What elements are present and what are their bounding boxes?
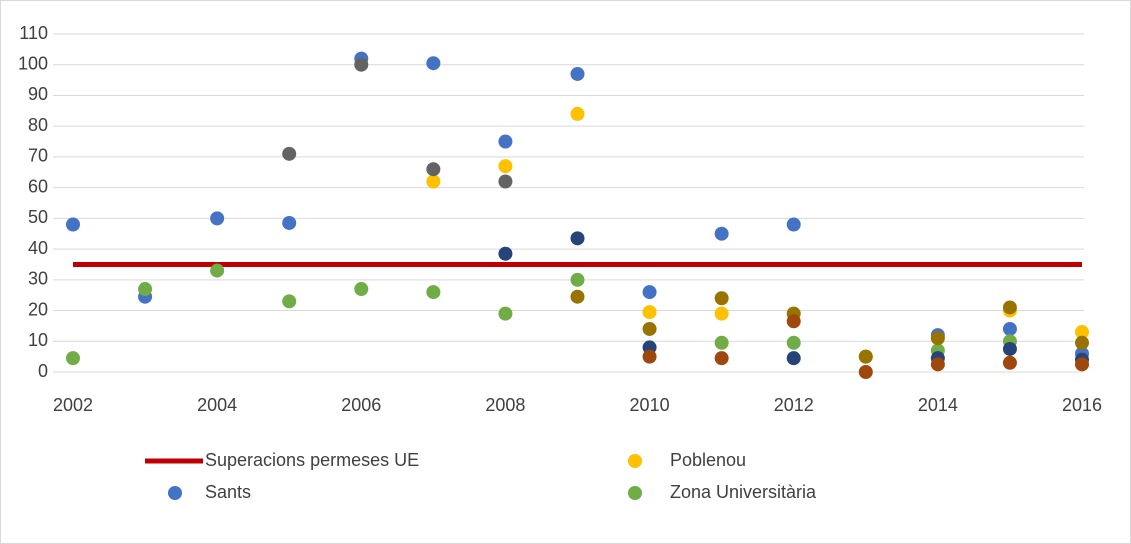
data-point xyxy=(786,217,801,232)
data-point xyxy=(570,289,585,304)
y-tick-label: 110 xyxy=(19,23,48,43)
data-point xyxy=(282,215,297,230)
y-tick-label: 70 xyxy=(28,146,48,166)
data-point xyxy=(714,335,729,350)
data-point xyxy=(570,106,585,121)
legend-swatch xyxy=(628,486,642,500)
data-point xyxy=(786,351,801,366)
data-point xyxy=(858,365,873,379)
y-tick-label: 20 xyxy=(28,299,48,319)
data-point xyxy=(858,349,873,364)
data-point xyxy=(714,291,729,306)
data-point xyxy=(426,285,441,300)
data-point xyxy=(210,263,225,278)
x-tick-label: 2002 xyxy=(53,395,93,415)
x-tick-label: 2008 xyxy=(485,395,525,415)
y-tick-label: 10 xyxy=(28,330,48,350)
y-tick-label: 30 xyxy=(28,269,48,289)
y-tick-label: 0 xyxy=(38,361,48,381)
legend-label: Superacions permeses UE xyxy=(205,450,419,470)
data-point xyxy=(498,306,513,321)
y-tick-label: 80 xyxy=(28,115,48,135)
data-point xyxy=(786,335,801,350)
data-point xyxy=(426,162,441,177)
x-tick-label: 2016 xyxy=(1062,395,1102,415)
data-point xyxy=(66,217,80,232)
data-point xyxy=(1075,335,1089,350)
y-tick-label: 40 xyxy=(28,238,48,258)
legend-swatch xyxy=(168,486,182,500)
data-point xyxy=(714,351,729,366)
legend-label: Poblenou xyxy=(670,450,746,470)
y-tick-label: 90 xyxy=(28,84,48,104)
legend-label: Sants xyxy=(205,482,251,502)
data-point xyxy=(714,226,729,241)
data-point xyxy=(354,57,369,72)
x-tick-label: 2012 xyxy=(774,395,814,415)
data-point xyxy=(642,305,657,320)
data-point xyxy=(282,146,297,161)
data-point xyxy=(570,66,585,81)
x-tick-label: 2006 xyxy=(341,395,381,415)
x-tick-label: 2010 xyxy=(630,395,670,415)
data-point xyxy=(1002,321,1017,336)
legend-swatch xyxy=(628,454,642,468)
data-point xyxy=(354,282,369,297)
data-point xyxy=(498,134,513,149)
data-point xyxy=(1002,341,1017,356)
data-point xyxy=(570,272,585,287)
data-point xyxy=(210,211,225,226)
data-point xyxy=(642,349,657,364)
data-point xyxy=(1002,355,1017,370)
data-point xyxy=(1002,300,1017,315)
data-point xyxy=(714,306,729,321)
y-tick-label: 50 xyxy=(28,207,48,227)
data-point xyxy=(570,231,585,246)
data-point xyxy=(498,174,513,189)
y-tick-label: 100 xyxy=(18,53,48,73)
data-point xyxy=(1075,325,1089,340)
data-point xyxy=(498,159,513,174)
data-point xyxy=(498,246,513,261)
data-point xyxy=(282,294,297,309)
data-point xyxy=(930,331,945,346)
data-point xyxy=(642,321,657,336)
legend-label: Zona Universitària xyxy=(670,482,817,502)
data-point xyxy=(426,174,441,189)
data-point xyxy=(786,314,801,329)
x-tick-label: 2004 xyxy=(197,395,237,415)
data-point xyxy=(426,56,441,71)
data-point xyxy=(1075,357,1089,372)
data-point xyxy=(66,351,80,366)
y-tick-label: 60 xyxy=(28,176,48,196)
x-tick-label: 2014 xyxy=(918,395,958,415)
data-point xyxy=(930,357,945,372)
data-point xyxy=(642,285,657,300)
data-point xyxy=(138,282,153,297)
